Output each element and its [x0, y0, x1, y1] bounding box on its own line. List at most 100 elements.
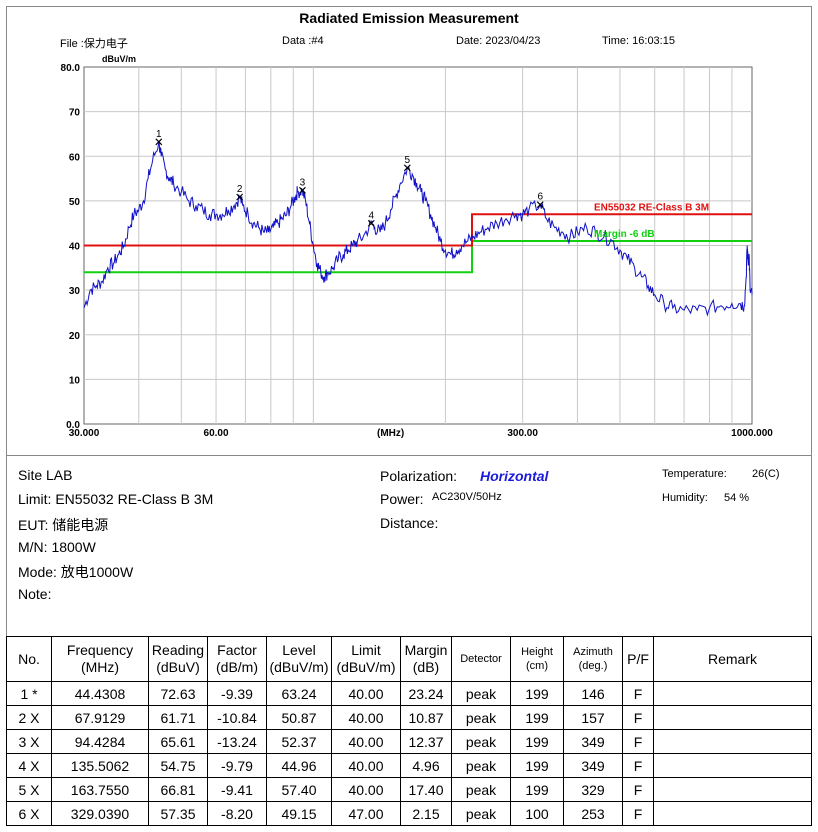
y-tick-label: 70: [69, 108, 81, 119]
table-cell: -8.20: [207, 801, 267, 826]
column-header-title: Level: [282, 642, 316, 658]
table-cell: F: [622, 777, 654, 802]
table-row: 3 X 94.4284 65.61 -13.24 52.37 40.00 12.37 peak…: [6, 729, 812, 754]
table-cell: 163.7550: [51, 777, 149, 802]
table-cell: 40.00: [331, 705, 401, 730]
chart-tick-labels: 80.0 70 60 50 40 30 20 10 0.030.000 60.00 (MHz) 300…: [61, 63, 774, 439]
emission-chart: 80.0 70 60 50 40 30 20 10 0.030.000 60.00 (MHz) 300…: [61, 54, 774, 439]
table-cell: 40.00: [331, 777, 401, 802]
table-cell: 52.37: [266, 729, 332, 754]
note-info: Note:: [18, 586, 52, 602]
column-header-title: No.: [18, 650, 40, 667]
table-cell: 4 X: [6, 753, 52, 778]
table-cell: 5 X: [6, 777, 52, 802]
temperature-label: Temperature:: [662, 468, 727, 480]
results-table: No. Frequency (MHz) Reading (dBuV) Factor (dB/…: [6, 636, 812, 826]
table-cell: 135.5062: [51, 753, 149, 778]
table-cell: 199: [510, 753, 564, 778]
table-cell: 49.15: [266, 801, 332, 826]
polarization-label: Polarization:: [380, 468, 458, 484]
column-header: P/F: [622, 636, 654, 682]
marker-cross: [236, 193, 244, 201]
table-cell: [653, 729, 812, 754]
power-label: Power:: [380, 491, 424, 507]
column-header: Reading (dBuV): [148, 636, 208, 682]
table-cell: [653, 681, 812, 706]
table-cell: 40.00: [331, 753, 401, 778]
table-cell: peak: [451, 777, 511, 802]
table-cell: 10.87: [400, 705, 452, 730]
table-cell: 50.87: [266, 705, 332, 730]
marker-label: 6: [537, 192, 543, 203]
column-header-unit: (MHz): [80, 659, 120, 675]
time-label: Time: 16:03:15: [602, 35, 675, 47]
limit-line: [84, 213, 752, 247]
table-row: 4 X 135.5062 54.75 -9.79 44.96 40.00 4.96 peak 1…: [6, 753, 812, 778]
column-header-title: Azimuth: [573, 646, 613, 658]
y-tick-label: 50: [69, 197, 81, 208]
column-header-unit: (cm): [526, 660, 548, 672]
table-cell: 12.37: [400, 729, 452, 754]
data-label: Data :#4: [282, 35, 324, 47]
table-cell: 94.4284: [51, 729, 149, 754]
table-cell: 40.00: [331, 729, 401, 754]
table-cell: 57.40: [266, 777, 332, 802]
table-cell: peak: [451, 801, 511, 826]
power-value: AC230V/50Hz: [432, 491, 502, 503]
column-header-title: Frequency: [66, 642, 134, 658]
margin-line-label: Margin -6 dB: [594, 229, 655, 240]
y-tick-label: 20: [69, 331, 81, 342]
table-cell: 54.75: [148, 753, 208, 778]
table-cell: 63.24: [266, 681, 332, 706]
table-row: 1 * 44.4308 72.63 -9.39 63.24 40.00 23.24 peak 1…: [6, 681, 812, 706]
humidity-value: 54 %: [724, 492, 750, 504]
column-header-title: Reading: [151, 642, 205, 658]
y-axis-label: dBuV/m: [102, 54, 136, 64]
column-header: Limit (dBuV/m): [331, 636, 401, 682]
column-header-unit: (dBuV/m): [336, 659, 396, 675]
mn-info: M/N: 1800W: [18, 539, 96, 555]
table-cell: 2 X: [6, 705, 52, 730]
table-row: 5 X 163.7550 66.81 -9.41 57.40 40.00 17.40 peak…: [6, 777, 812, 802]
column-header-title: Remark: [707, 650, 757, 667]
file-label: File :保力电子: [60, 38, 128, 50]
table-cell: 253: [563, 801, 623, 826]
table-cell: [653, 777, 812, 802]
polarization-value: Horizontal: [480, 468, 549, 484]
limit-info: Limit: EN55032 RE-Class B 3M: [18, 491, 214, 507]
table-cell: 66.81: [148, 777, 208, 802]
chart-markers: 1 2 3 4 5 6: [155, 129, 544, 227]
y-tick-label: 0.0: [66, 420, 80, 431]
marker-label: 4: [368, 210, 374, 221]
marker-label: 1: [156, 129, 162, 140]
column-header-title: Limit: [351, 642, 381, 658]
x-tick-label: 1000.000: [731, 428, 773, 439]
distance-label: Distance:: [380, 515, 439, 531]
column-header: Level (dBuV/m): [266, 636, 332, 682]
table-cell: 17.40: [400, 777, 452, 802]
x-tick-label: (MHz): [377, 428, 404, 439]
table-cell: 61.71: [148, 705, 208, 730]
date-label: Date: 2023/04/23: [456, 35, 541, 47]
table-cell: 349: [563, 729, 623, 754]
x-tick-label: 30.000: [69, 428, 100, 439]
x-tick-label: 300.00: [507, 428, 538, 439]
table-cell: [653, 753, 812, 778]
column-header-title: P/F: [627, 650, 649, 667]
table-cell: 40.00: [331, 681, 401, 706]
table-cell: 4.96: [400, 753, 452, 778]
divider: [6, 455, 812, 456]
mode-info: Mode: 放电1000W: [18, 564, 134, 580]
table-cell: 23.24: [400, 681, 452, 706]
table-header-row: No. Frequency (MHz) Reading (dBuV) Factor (dB/…: [6, 636, 812, 682]
column-header: Height (cm): [510, 636, 564, 682]
marker-label: 2: [237, 184, 243, 195]
column-header: Detector: [451, 636, 511, 682]
marker-label: 5: [405, 155, 411, 166]
humidity-label: Humidity:: [662, 492, 708, 504]
table-cell: 6 X: [6, 801, 52, 826]
column-header-unit: (dB/m): [216, 659, 258, 675]
column-header-unit: (dBuV/m): [269, 659, 329, 675]
marker-cross: [403, 164, 411, 172]
table-cell: peak: [451, 753, 511, 778]
